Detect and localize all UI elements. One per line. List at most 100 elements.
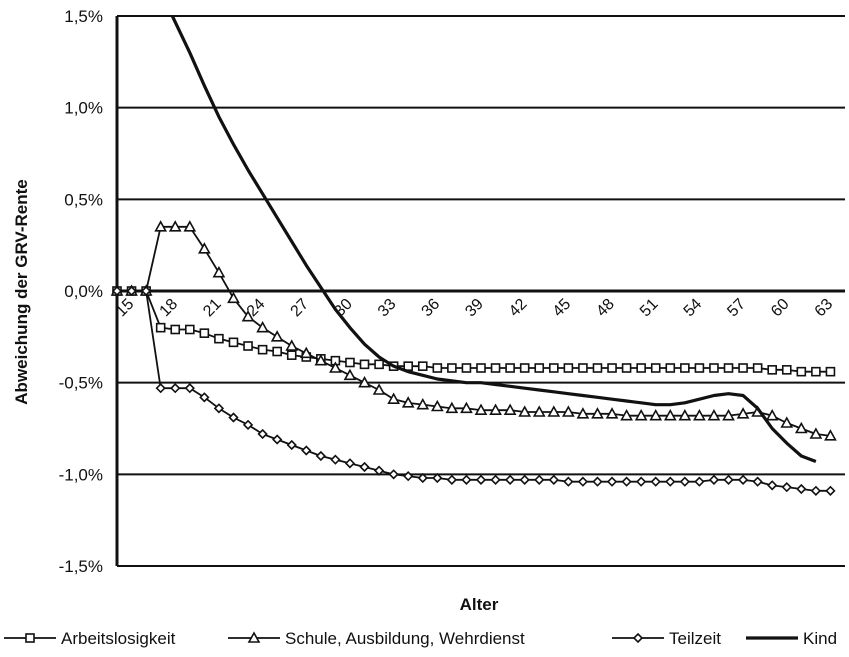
- x-tick-label: 60: [768, 296, 793, 321]
- square-marker: [345, 357, 355, 368]
- diamond-marker: [723, 474, 734, 485]
- triangle-marker: [343, 368, 357, 381]
- triangle-marker: [707, 409, 721, 421]
- diamond-marker: [461, 474, 472, 485]
- triangle-marker: [401, 396, 415, 408]
- diamond-marker: [534, 474, 545, 485]
- square-marker: [461, 363, 472, 373]
- diamond-marker: [810, 485, 822, 496]
- square-marker: [534, 363, 545, 373]
- square-marker: [185, 324, 195, 335]
- diamond-marker: [694, 476, 705, 487]
- legend-label: Schule, Ausbildung, Wehrdienst: [285, 629, 525, 648]
- triangle-marker: [503, 403, 517, 415]
- triangle-marker: [518, 405, 532, 417]
- triangle-marker: [663, 409, 677, 421]
- x-tick-label: 39: [462, 296, 487, 321]
- diamond-marker: [446, 474, 458, 485]
- diamond-marker: [632, 632, 644, 644]
- square-marker: [417, 361, 428, 371]
- triangle-marker: [247, 631, 261, 643]
- square-marker: [199, 328, 210, 338]
- legend-item: Teilzeit: [612, 629, 721, 648]
- square-marker: [607, 363, 617, 373]
- x-tick-label: 54: [681, 296, 706, 321]
- y-tick-label: -1,5%: [59, 557, 103, 576]
- diamond-marker: [490, 474, 501, 485]
- x-tick-label: 63: [812, 296, 837, 321]
- square-marker: [257, 344, 268, 355]
- triangle-marker: [576, 407, 590, 419]
- legend-label: Teilzeit: [669, 629, 721, 648]
- square-marker: [432, 363, 443, 373]
- triangle-marker: [387, 392, 400, 404]
- diamond-marker: [388, 469, 399, 480]
- square-marker: [636, 363, 646, 373]
- square-marker: [767, 365, 778, 375]
- diamond-marker: [563, 476, 574, 487]
- diamond-marker: [737, 474, 749, 485]
- triangle-marker: [532, 405, 546, 417]
- diamond-marker: [155, 383, 166, 394]
- series-schule-ausbildung-wehrdienst: [110, 220, 837, 441]
- x-tick-labels: 15 18 21 24 27 30 33 36 39 42 45 48 51 54 57 60 63: [113, 296, 837, 321]
- square-marker: [752, 363, 763, 373]
- triangle-marker: [270, 330, 284, 342]
- square-marker: [694, 363, 705, 373]
- diamond-marker: [781, 482, 792, 493]
- y-tick-label: 1,5%: [64, 7, 103, 26]
- y-tick-label: 0,0%: [64, 282, 103, 301]
- square-marker: [680, 363, 690, 373]
- diamond-marker: [665, 476, 676, 487]
- legend-item: Schule, Ausbildung, Wehrdienst: [228, 629, 525, 648]
- diamond-marker: [286, 439, 297, 451]
- x-tick-label: 33: [375, 296, 400, 321]
- diamond-marker: [257, 428, 268, 440]
- square-marker: [214, 333, 224, 344]
- diamond-marker: [432, 472, 443, 484]
- triangle-marker: [824, 429, 837, 441]
- square-marker: [781, 365, 792, 375]
- x-tick-label: 18: [157, 296, 182, 321]
- diamond-marker: [752, 476, 763, 487]
- diamond-marker: [199, 392, 210, 403]
- legend-item: Arbeitslosigkeit: [4, 629, 176, 648]
- triangle-marker: [794, 421, 808, 434]
- square-marker: [650, 363, 661, 373]
- square-marker: [505, 363, 515, 373]
- triangle-marker: [620, 409, 633, 421]
- square-marker: [578, 363, 588, 373]
- legend: Arbeitslosigkeit Schule, Ausbildung, Wehr…: [4, 629, 837, 648]
- triangle-marker: [256, 321, 269, 333]
- square-marker: [476, 363, 486, 373]
- diamond-marker: [228, 412, 239, 423]
- diamond-marker: [708, 474, 720, 485]
- triangle-marker: [547, 405, 561, 417]
- x-tick-label: 57: [724, 296, 749, 321]
- triangle-marker: [168, 220, 182, 232]
- triangle-marker: [212, 266, 226, 278]
- square-marker: [665, 363, 676, 373]
- diamond-marker: [475, 474, 487, 485]
- triangle-marker: [314, 354, 328, 366]
- diamond-marker: [373, 465, 385, 476]
- y-tick-label: -1,0%: [59, 465, 103, 484]
- triangle-marker: [489, 403, 502, 415]
- series-teilzeit: [111, 285, 836, 496]
- y-tick-label: 0,5%: [64, 190, 103, 209]
- diamond-marker: [548, 474, 559, 485]
- square-marker: [286, 350, 297, 360]
- diamond-marker: [636, 476, 647, 487]
- diamond-marker: [111, 285, 123, 297]
- diamond-marker: [126, 285, 137, 297]
- diamond-marker: [213, 403, 225, 414]
- diamond-marker: [403, 471, 414, 482]
- diamond-marker: [330, 454, 341, 465]
- triangle-marker: [285, 339, 299, 351]
- triangle-marker: [445, 401, 459, 414]
- triangle-marker: [241, 310, 255, 322]
- diamond-marker: [359, 461, 370, 473]
- triangle-marker: [430, 399, 444, 412]
- triangle-marker: [299, 346, 313, 359]
